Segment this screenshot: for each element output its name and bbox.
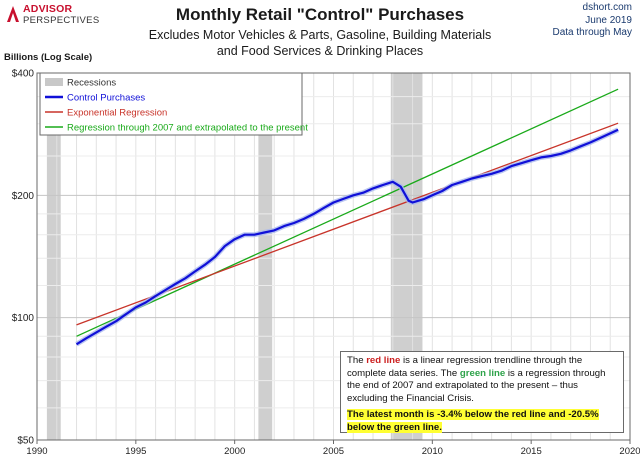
legend-box xyxy=(39,72,303,136)
logo-brand: ADVISOR xyxy=(23,3,73,15)
x-tick-label: 2020 xyxy=(619,446,640,457)
x-tick-label: 2015 xyxy=(521,446,542,457)
annotation-box: The red line is a linear regression tren… xyxy=(340,351,624,433)
annotation-green-term: green line xyxy=(459,367,506,379)
annotation-highlight: The latest month is -3.4% below the red … xyxy=(347,409,617,434)
y-tick-label: $400 xyxy=(12,69,35,80)
x-tick-label: 2005 xyxy=(323,446,344,457)
annotation-part-1: The xyxy=(347,355,367,366)
source-site: dshort.com xyxy=(582,2,632,13)
legend: Recessions Control Purchases Exponential R… xyxy=(39,72,308,136)
annotation-text: The red line is a linear regression tren… xyxy=(347,355,617,405)
legend-label: Regression through 2007 and extrapolated… xyxy=(67,123,308,134)
y-tick-label: $200 xyxy=(12,191,35,202)
x-tick-label: 1995 xyxy=(125,446,146,457)
advisor-perspectives-logo: ADVISOR PERSPECTIVES xyxy=(5,2,100,28)
source-date: June 2019 xyxy=(585,14,632,26)
legend-swatch-recessions xyxy=(45,78,63,86)
x-tick-label: 2010 xyxy=(422,446,443,457)
x-tick-label: 2000 xyxy=(224,446,245,457)
recession-band xyxy=(258,73,273,440)
series-line-control-purchases xyxy=(75,128,619,346)
subtitle-line-2: and Food Services & Drinking Places xyxy=(216,44,424,58)
series-line-regression-2007 xyxy=(76,88,619,337)
annotation-red-term: red line xyxy=(366,355,401,366)
annotation-highlight-text: The latest month is -3.4% below the red … xyxy=(347,409,599,433)
legend-label: Recessions xyxy=(67,78,116,89)
annotation-part-2: is a linear regression trendline through… xyxy=(347,355,583,379)
subtitle-line-1: Excludes Motor Vehicles & Parts, Gasolin… xyxy=(148,28,492,42)
chart-title: Monthly Retail "Control" Purchases xyxy=(175,5,465,24)
y-tick-label: $50 xyxy=(17,436,34,447)
x-tick-label: 1990 xyxy=(26,446,47,457)
y-tick-label: $100 xyxy=(12,313,35,324)
chart-subtitle: Excludes Motor Vehicles & Parts, Gasolin… xyxy=(110,27,530,59)
source-block: dshort.com June 2019 Data through May xyxy=(553,2,633,40)
legend-label: Control Purchases xyxy=(67,93,145,104)
source-through: Data through May xyxy=(552,27,633,38)
y-axis-label: Billions (Log Scale) xyxy=(4,52,93,63)
legend-label: Exponential Regression xyxy=(67,108,167,119)
annotation-part-3: is a regression through the end of 2007 … xyxy=(347,367,606,404)
logo-subbrand: PERSPECTIVES xyxy=(23,15,100,26)
logo-mark-icon xyxy=(7,6,19,22)
